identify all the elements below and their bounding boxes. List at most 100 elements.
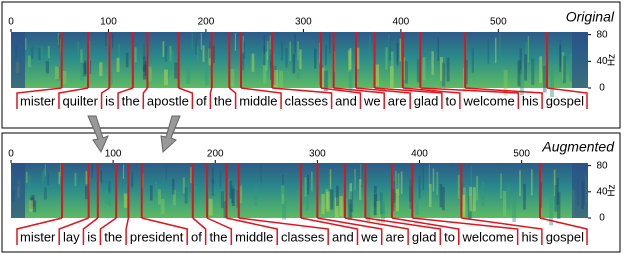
x-tick-label: 400 [411, 149, 428, 160]
spectrogram-texture [396, 38, 399, 61]
spectrogram-texture [74, 173, 77, 187]
spectrogram-texture [279, 70, 283, 90]
boundary-connector [420, 87, 520, 109]
spectrogram-texture [263, 46, 266, 66]
spectrogram-texture [432, 168, 435, 192]
spectrogram-texture [80, 49, 83, 63]
spectrogram-texture [142, 56, 146, 72]
spectrogram-texture [282, 200, 287, 220]
spectrogram-texture [531, 58, 535, 86]
spectrogram-texture [191, 32, 193, 50]
boundary-connector [374, 87, 443, 109]
boundary-connector [58, 87, 89, 109]
spectrogram-texture [212, 166, 214, 184]
spectrogram-texture [84, 186, 88, 200]
spectrogram-texture [470, 165, 472, 190]
spectrogram-texture [361, 165, 363, 187]
spectrogram-texture [47, 173, 50, 186]
spectrogram-texture [164, 46, 167, 62]
spectrogram-texture [520, 69, 524, 96]
spectrogram-texture [297, 41, 299, 61]
x-tick-label: 0 [8, 149, 14, 160]
boundary-connector [300, 217, 359, 245]
spectrogram-texture [523, 183, 526, 210]
spectrogram-texture [162, 41, 165, 57]
spectrogram-texture [56, 66, 60, 79]
y-tick-label: 40 [596, 56, 608, 67]
spectrogram-texture [381, 192, 385, 214]
y-axis-label: Hz [607, 184, 618, 196]
word: his [522, 93, 539, 108]
spectrogram-texture [336, 185, 339, 207]
spectrogram-texture [82, 63, 87, 77]
word: and [335, 93, 357, 108]
spectrogram-texture [107, 191, 112, 206]
spectrogram-texture [89, 40, 91, 55]
x-tick-label: 0 [8, 17, 14, 28]
spectrogram-texture [281, 41, 283, 61]
spectrogram-texture [524, 54, 527, 81]
spectrogram-texture [334, 197, 339, 218]
spectrogram-texture [519, 48, 522, 75]
spectrogram-texture [376, 201, 381, 223]
spectrogram-texture [28, 175, 31, 188]
spectrogram-texture [242, 36, 244, 55]
spectrogram-texture [349, 48, 352, 70]
spectrogram-texture [228, 178, 231, 196]
spectrogram-texture [559, 39, 562, 67]
boundary-connector [125, 217, 130, 245]
spectrogram-texture [393, 180, 396, 203]
word: to [444, 229, 455, 244]
spectrogram-texture [366, 199, 371, 222]
spectrogram-texture [208, 198, 213, 216]
word: lay [63, 229, 80, 244]
boundary-connector [58, 217, 89, 245]
spectrogram-texture [25, 171, 28, 184]
spectrogram-texture [274, 69, 279, 89]
spectrogram-texture [502, 191, 507, 217]
spectrogram-texture [108, 70, 113, 85]
word: to [445, 93, 456, 108]
spectrogram-texture [388, 35, 390, 58]
spectrogram-texture [409, 186, 413, 209]
spectrogram-texture [457, 174, 460, 199]
spectrogram-texture [467, 195, 472, 220]
spectrogram [11, 163, 588, 218]
boundary-connector [228, 87, 237, 109]
spectrogram-texture [539, 56, 543, 83]
spectrogram-texture [428, 164, 430, 188]
boundary-connector [365, 217, 442, 245]
spectrogram-texture [107, 33, 109, 48]
spectrogram-texture [397, 173, 400, 196]
spectrogram-texture [25, 38, 27, 50]
spectrogram-texture [263, 34, 265, 54]
spectrogram-texture [99, 62, 103, 77]
spectrogram-texture [527, 36, 530, 63]
spectrogram-texture [260, 164, 262, 183]
word: quilter [63, 93, 99, 108]
boundary-connector [333, 87, 385, 109]
spectrogram-texture [462, 187, 466, 212]
word: welcome [462, 229, 514, 244]
spectrogram-texture [160, 198, 165, 215]
spectrogram-texture [379, 192, 384, 215]
spectrogram-texture [354, 168, 356, 190]
spectrogram-texture [38, 48, 41, 61]
spectrogram-texture [553, 169, 556, 197]
spectrogram-texture [87, 60, 92, 74]
x-tick-label: 200 [198, 17, 215, 28]
word: his [521, 229, 538, 244]
spectrogram-texture [194, 186, 198, 203]
y-tick-label: 80 [596, 160, 608, 171]
spectrogram-texture [422, 57, 426, 81]
panel-title: Augmented [541, 139, 615, 155]
spectrogram-texture [91, 164, 93, 179]
spectrogram-texture [45, 61, 50, 74]
word: the [104, 229, 122, 244]
word: gospel [546, 229, 584, 244]
spectrogram-texture [285, 48, 288, 68]
spectrogram-texture [294, 34, 296, 54]
spectrogram-texture [59, 38, 62, 52]
spectrogram-texture [105, 32, 107, 47]
boundary-connector [240, 87, 282, 109]
